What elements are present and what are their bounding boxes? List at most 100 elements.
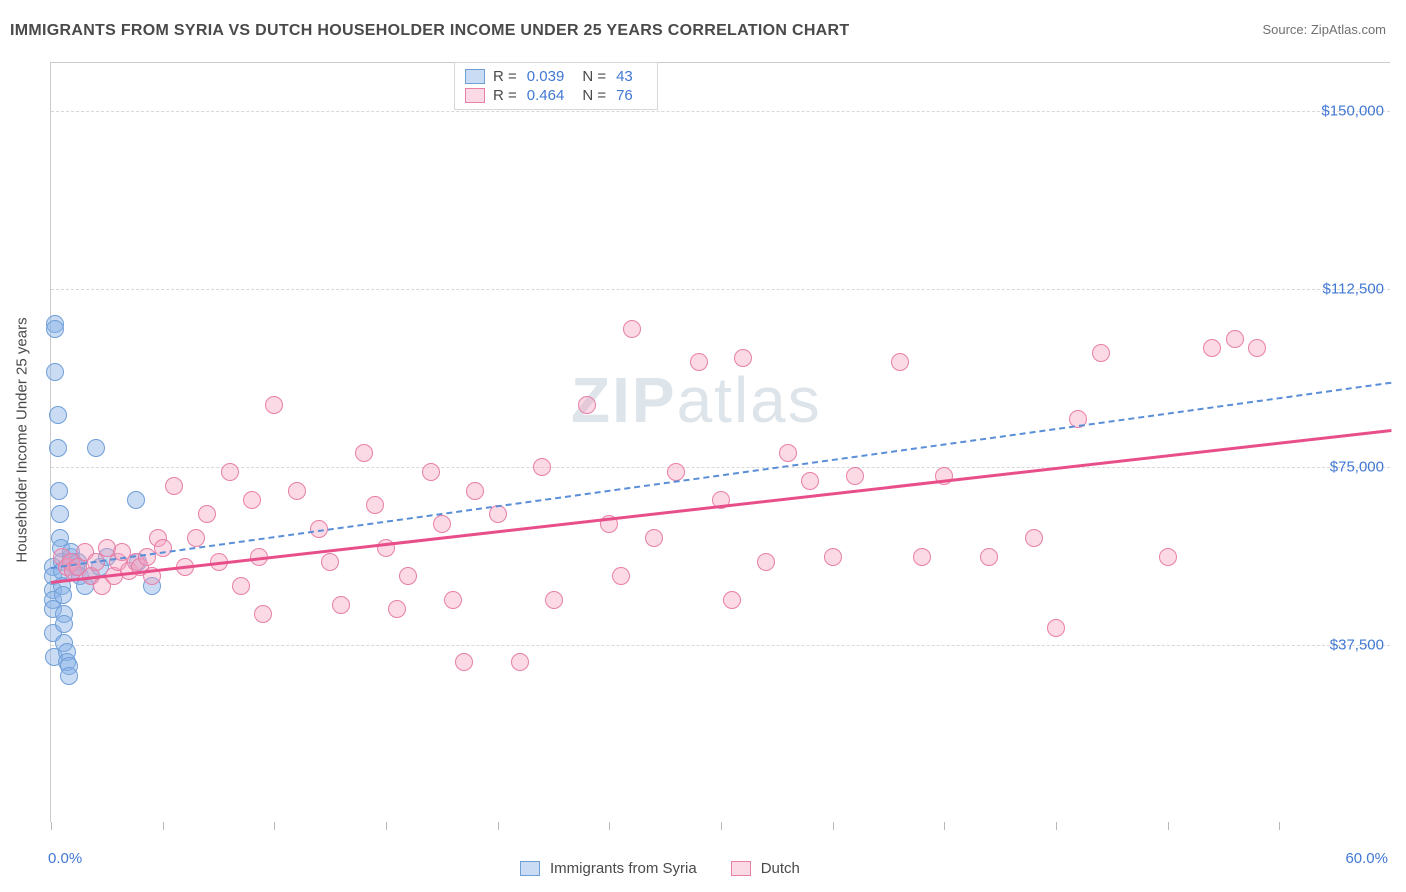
data-point	[1248, 339, 1266, 357]
y-tick-label: $37,500	[1330, 636, 1384, 653]
data-point	[623, 320, 641, 338]
data-point	[913, 548, 931, 566]
data-point	[455, 653, 473, 671]
source-attribution: Source: ZipAtlas.com	[1262, 22, 1386, 37]
data-point	[1226, 330, 1244, 348]
watermark-light: atlas	[677, 364, 822, 436]
data-point	[466, 482, 484, 500]
data-point	[332, 596, 350, 614]
data-point	[321, 553, 339, 571]
data-point	[422, 463, 440, 481]
legend-r-label: R =	[493, 68, 517, 85]
trend-line	[51, 381, 1391, 568]
legend-row: R = 0.464 N = 76	[455, 86, 657, 105]
chart-container: IMMIGRANTS FROM SYRIA VS DUTCH HOUSEHOLD…	[0, 0, 1406, 892]
data-point	[60, 667, 78, 685]
data-point	[288, 482, 306, 500]
data-point	[55, 615, 73, 633]
data-point	[578, 396, 596, 414]
data-point	[50, 482, 68, 500]
data-point	[1047, 619, 1065, 637]
data-point	[779, 444, 797, 462]
legend-r-value: 0.039	[527, 68, 565, 85]
y-tick-label: $150,000	[1321, 102, 1384, 119]
data-point	[891, 353, 909, 371]
data-point	[165, 477, 183, 495]
x-max-label: 60.0%	[1345, 850, 1388, 867]
watermark: ZIPatlas	[571, 363, 822, 437]
data-point	[734, 349, 752, 367]
data-point	[265, 396, 283, 414]
data-point	[980, 548, 998, 566]
data-point	[46, 320, 64, 338]
x-tick	[498, 822, 499, 830]
legend-r-value: 0.464	[527, 87, 565, 104]
data-point	[232, 577, 250, 595]
data-point	[366, 496, 384, 514]
legend-row: R = 0.039 N = 43	[455, 67, 657, 86]
x-tick	[163, 822, 164, 830]
data-point	[723, 591, 741, 609]
correlation-legend: R = 0.039 N = 43 R = 0.464 N = 76	[454, 62, 658, 110]
y-tick-label: $112,500	[1323, 280, 1384, 297]
legend-swatch	[465, 69, 485, 84]
data-point	[254, 605, 272, 623]
legend-swatch	[465, 88, 485, 103]
x-tick	[1279, 822, 1280, 830]
y-axis-label: Householder Income Under 25 years	[14, 317, 31, 562]
y-tick-label: $75,000	[1330, 458, 1384, 475]
legend-n-label: N =	[582, 87, 606, 104]
data-point	[667, 463, 685, 481]
data-point	[46, 363, 64, 381]
data-point	[1092, 344, 1110, 362]
data-point	[824, 548, 842, 566]
data-point	[49, 406, 67, 424]
legend-n-value: 43	[616, 68, 633, 85]
data-point	[1159, 548, 1177, 566]
legend-swatch	[520, 861, 540, 876]
legend-n-value: 76	[616, 87, 633, 104]
data-point	[127, 491, 145, 509]
data-point	[433, 515, 451, 533]
data-point	[645, 529, 663, 547]
data-point	[355, 444, 373, 462]
data-point	[1025, 529, 1043, 547]
data-point	[54, 586, 72, 604]
data-point	[511, 653, 529, 671]
data-point	[846, 467, 864, 485]
x-tick	[51, 822, 52, 830]
data-point	[87, 439, 105, 457]
series-legend: Immigrants from SyriaDutch	[520, 860, 824, 877]
plot-area: ZIPatlas $37,500 $75,000 $112,500 $150,000	[50, 62, 1390, 822]
data-point	[444, 591, 462, 609]
data-point	[612, 567, 630, 585]
x-tick	[274, 822, 275, 830]
x-tick	[386, 822, 387, 830]
x-tick	[609, 822, 610, 830]
x-tick	[1056, 822, 1057, 830]
data-point	[198, 505, 216, 523]
data-point	[49, 439, 67, 457]
data-point	[187, 529, 205, 547]
data-point	[221, 463, 239, 481]
chart-title: IMMIGRANTS FROM SYRIA VS DUTCH HOUSEHOLD…	[10, 22, 849, 40]
data-point	[545, 591, 563, 609]
data-point	[533, 458, 551, 476]
gridline-h	[51, 111, 1390, 112]
data-point	[51, 505, 69, 523]
legend-series-name: Dutch	[761, 860, 800, 877]
legend-swatch	[731, 861, 751, 876]
legend-n-label: N =	[582, 68, 606, 85]
gridline-h	[51, 467, 1390, 468]
x-tick	[833, 822, 834, 830]
x-min-label: 0.0%	[48, 850, 82, 867]
legend-r-label: R =	[493, 87, 517, 104]
data-point	[1203, 339, 1221, 357]
x-tick	[721, 822, 722, 830]
data-point	[243, 491, 261, 509]
data-point	[757, 553, 775, 571]
x-tick	[1168, 822, 1169, 830]
data-point	[690, 353, 708, 371]
data-point	[399, 567, 417, 585]
data-point	[801, 472, 819, 490]
